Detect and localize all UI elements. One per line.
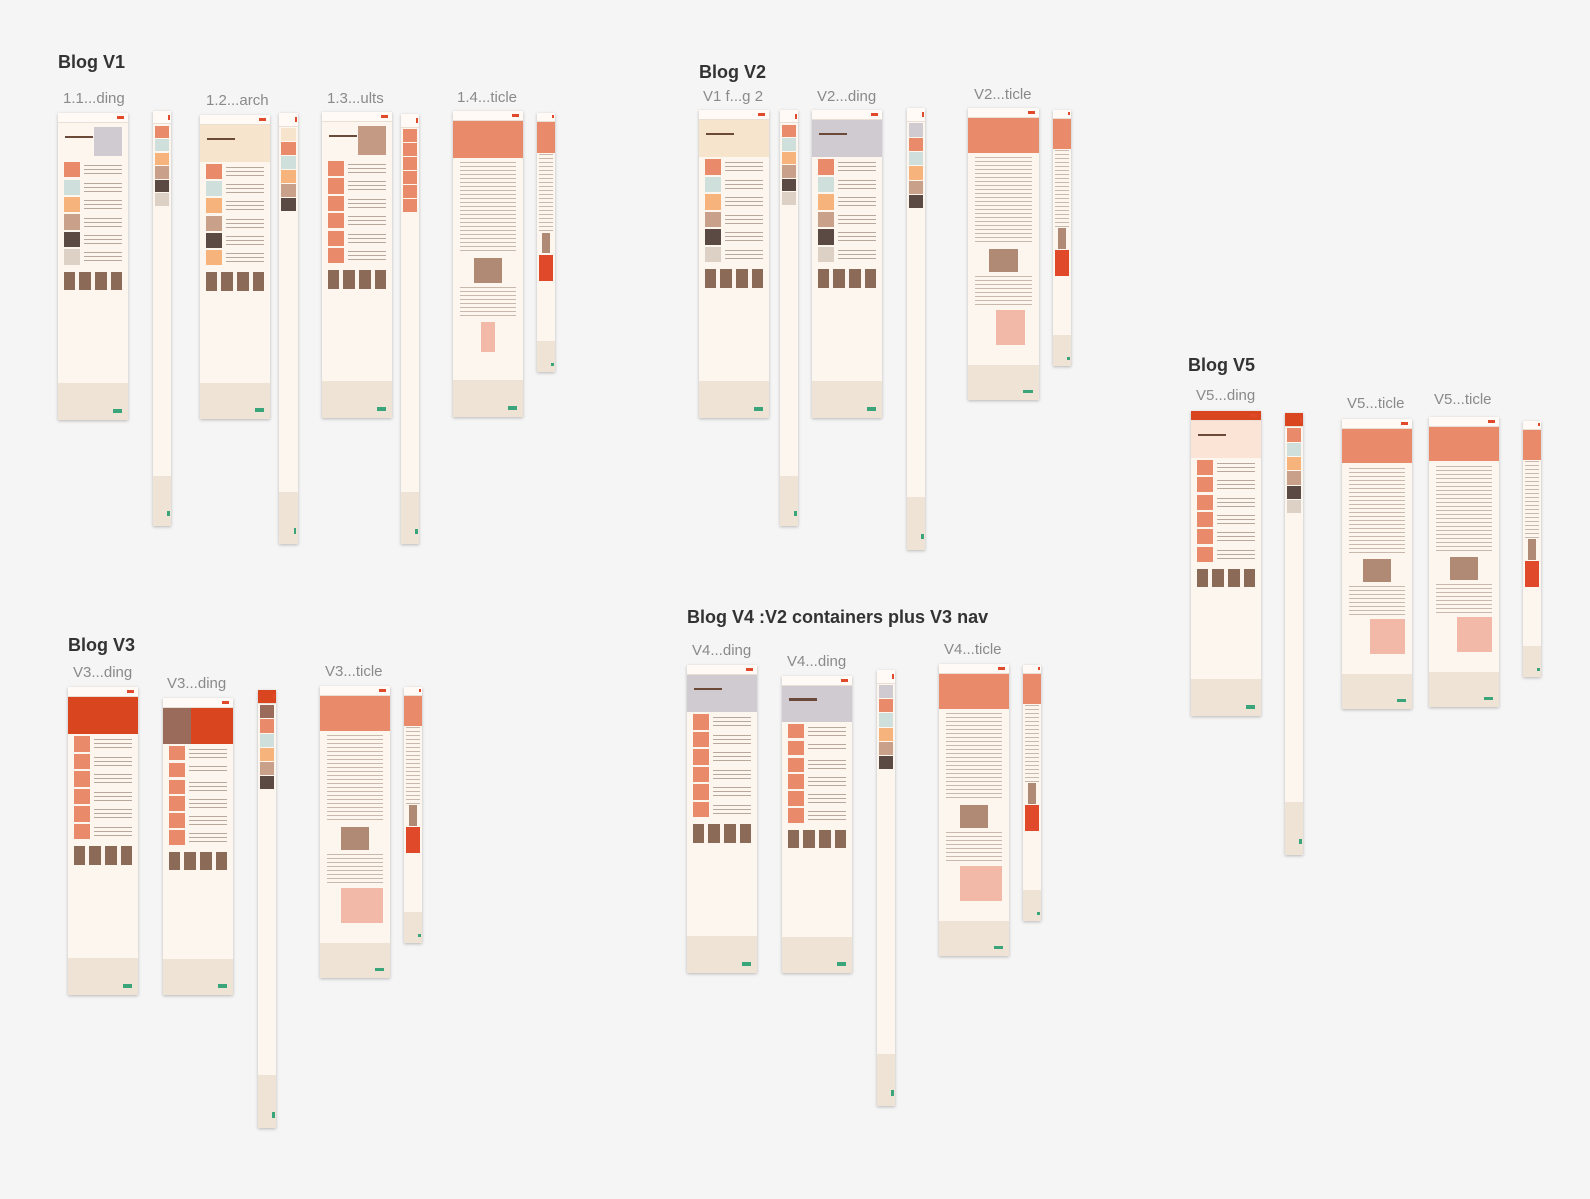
frame-label[interactable]: V3...ding bbox=[73, 664, 133, 681]
frame-thumbnail-mobile[interactable] bbox=[907, 108, 925, 550]
frame-thumbnail-mobile[interactable] bbox=[1285, 413, 1303, 855]
section-title-blog-v4[interactable]: Blog V4 :V2 containers plus V3 nav bbox=[687, 607, 989, 627]
frame-label[interactable]: V5...ticle bbox=[1347, 395, 1405, 412]
frame-label[interactable]: 1.4...ticle bbox=[457, 89, 518, 106]
section-title-blog-v1[interactable]: Blog V1 bbox=[58, 52, 126, 72]
frame-thumbnail-mobile[interactable] bbox=[780, 110, 798, 526]
frame-thumbnail-desktop[interactable] bbox=[322, 112, 392, 418]
section-title-blog-v5[interactable]: Blog V5 bbox=[1188, 355, 1256, 375]
frame-thumbnail-desktop[interactable] bbox=[782, 676, 852, 973]
frame-thumbnail-mobile-article[interactable] bbox=[1523, 421, 1541, 677]
frame-thumbnail-desktop[interactable] bbox=[699, 110, 769, 418]
frame-thumbnail-article[interactable] bbox=[320, 686, 390, 978]
frame-label[interactable]: V5...ticle bbox=[1434, 391, 1492, 408]
frame-label[interactable]: V4...ding bbox=[787, 653, 847, 670]
frame-thumbnail-desktop[interactable] bbox=[200, 115, 270, 419]
frame-thumbnail-mobile[interactable] bbox=[877, 670, 895, 1106]
frame-thumbnail-desktop[interactable] bbox=[1191, 411, 1261, 716]
frame-thumbnail-mobile-article[interactable] bbox=[1053, 110, 1071, 366]
frame-thumbnail-mobile[interactable] bbox=[401, 114, 419, 544]
section-title-blog-v2[interactable]: Blog V2 bbox=[699, 62, 767, 82]
frame-label[interactable]: V3...ding bbox=[167, 675, 227, 692]
frame-thumbnail-mobile-article[interactable] bbox=[537, 113, 555, 372]
frame-thumbnail-article[interactable] bbox=[968, 108, 1039, 400]
frame-label[interactable]: V2...ticle bbox=[974, 86, 1032, 103]
frame-label[interactable]: V2...ding bbox=[817, 88, 877, 105]
frame-label[interactable]: V4...ticle bbox=[944, 641, 1002, 658]
frame-thumbnail-desktop[interactable] bbox=[58, 113, 128, 420]
frame-label[interactable]: 1.3...ults bbox=[327, 90, 384, 107]
frame-thumbnail-desktop[interactable] bbox=[68, 687, 138, 995]
frame-label[interactable]: V4...ding bbox=[692, 642, 752, 659]
frame-thumbnail-mobile-article[interactable] bbox=[1023, 665, 1041, 921]
frame-thumbnail-article[interactable] bbox=[453, 111, 523, 417]
frame-thumbnail-desktop[interactable] bbox=[163, 698, 233, 995]
frame-label[interactable]: V3...ticle bbox=[325, 663, 383, 680]
frame-thumbnail-mobile[interactable] bbox=[258, 690, 276, 1128]
frame-thumbnail-mobile[interactable] bbox=[153, 111, 171, 526]
frame-thumbnail-desktop[interactable] bbox=[812, 110, 882, 418]
frame-thumbnail-article[interactable] bbox=[939, 664, 1009, 956]
frame-thumbnail-desktop[interactable] bbox=[687, 665, 757, 973]
frame-thumbnail-mobile[interactable] bbox=[279, 113, 298, 544]
frame-thumbnail-article[interactable] bbox=[1429, 417, 1499, 707]
frame-label[interactable]: 1.1...ding bbox=[63, 90, 125, 107]
section-title-blog-v3[interactable]: Blog V3 bbox=[68, 635, 136, 655]
frame-label[interactable]: V1 f...g 2 bbox=[703, 88, 764, 105]
frame-thumbnail-mobile-article[interactable] bbox=[404, 687, 422, 943]
frame-label[interactable]: V5...ding bbox=[1196, 387, 1256, 404]
frame-thumbnail-article[interactable] bbox=[1342, 419, 1412, 709]
frame-label[interactable]: 1.2...arch bbox=[206, 92, 269, 109]
